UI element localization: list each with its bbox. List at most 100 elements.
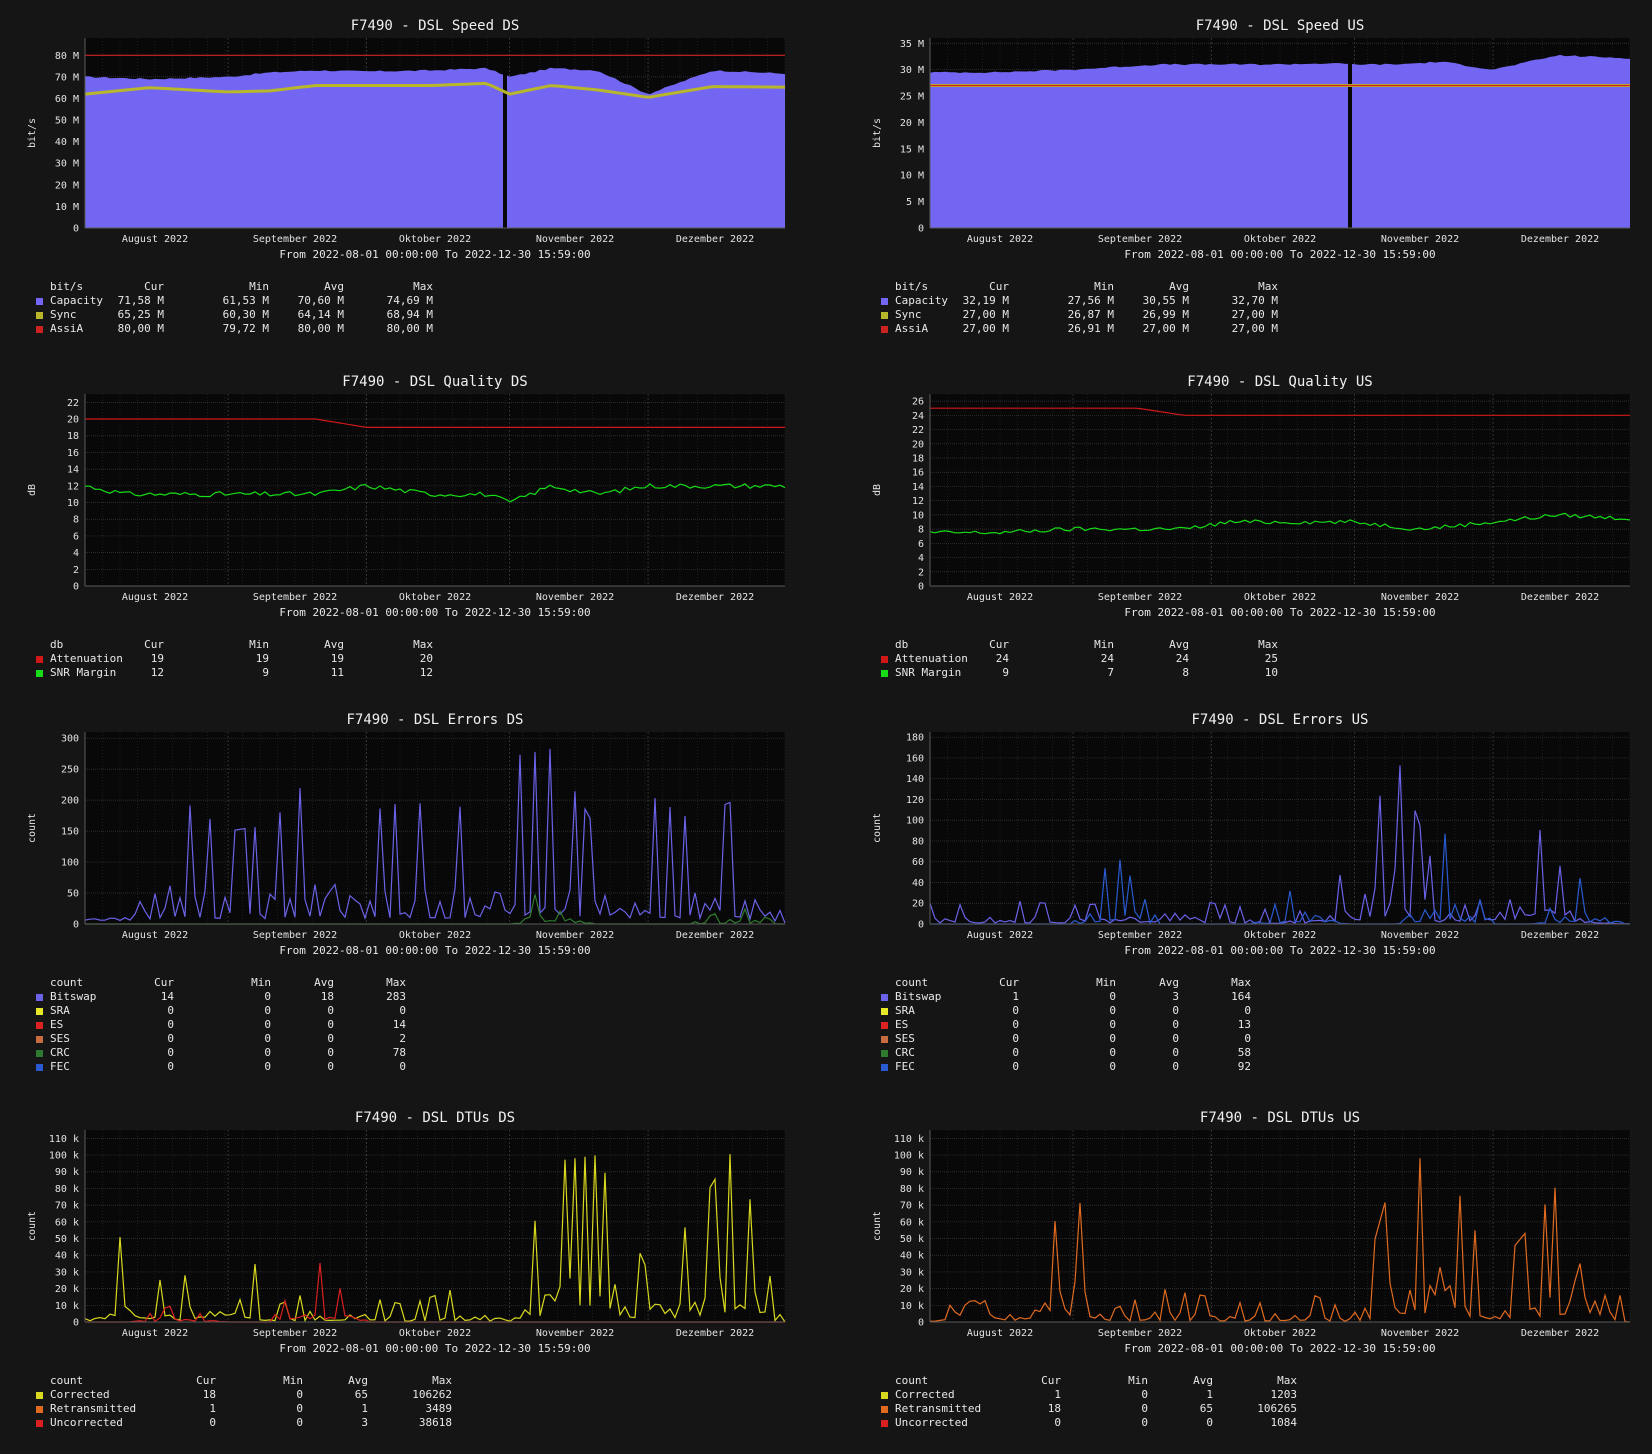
legend-value: 3	[361, 1416, 368, 1429]
legend-value: 0	[296, 1416, 303, 1429]
legend-label: count	[50, 976, 84, 989]
series-snr-margin-line	[84, 483, 786, 503]
chart-title: F7490 - DSL DTUs US	[1200, 1110, 1360, 1126]
y-tick-label: 200	[61, 796, 79, 807]
date-range: From 2022-08-01 00:00:00 To 2022-12-30 1…	[1124, 944, 1435, 957]
y-tick-label: 14	[912, 482, 924, 493]
legend-swatch	[36, 1420, 43, 1427]
y-tick-label: 180	[906, 733, 924, 744]
chart-panel: F7490 - DSL Errors US 0 20 40 60 80 100 120 140 1…	[845, 694, 1652, 1073]
x-tick-label: September 2022	[253, 592, 337, 603]
x-tick-label: Dezember 2022	[1521, 1328, 1599, 1339]
y-tick-label: 22	[912, 425, 924, 436]
legend-label: count	[895, 1374, 929, 1387]
chart-title: F7490 - DSL Speed DS	[351, 18, 520, 34]
legend-value: 0	[1206, 1416, 1213, 1429]
y-tick-label: 150	[61, 827, 79, 838]
y-axis-label: dB	[872, 484, 883, 496]
legend-value: Cur	[1041, 1374, 1061, 1387]
legend-swatch	[36, 1050, 43, 1057]
legend-value: 0	[1109, 1046, 1116, 1059]
y-axis-label: count	[27, 813, 38, 843]
legend-value: 61,53 M	[222, 294, 269, 307]
y-tick-label: 0	[73, 920, 79, 931]
legend-value: Avg	[348, 1374, 368, 1387]
series-capacity-area	[85, 67, 785, 228]
legend-value: 0	[1012, 1032, 1019, 1045]
chart-svg: F7490 - DSL Speed DS 0 10 M 20 M 30 M 40 M 50 …	[27, 18, 786, 261]
legend-swatch	[36, 1036, 43, 1043]
legend-swatch	[881, 994, 888, 1001]
legend-value: Cur	[196, 1374, 216, 1387]
legend-value: 1	[1206, 1388, 1213, 1401]
y-tick-label: 5 M	[906, 197, 924, 208]
y-tick-label: 0	[918, 1318, 924, 1329]
y-tick-label: 40 k	[55, 1251, 79, 1262]
y-tick-label: 2	[73, 565, 79, 576]
legend-swatch	[881, 1008, 888, 1015]
x-tick-label: Oktober 2022	[1244, 930, 1316, 941]
legend-value: 19	[255, 652, 269, 665]
legend-value: Cur	[989, 280, 1009, 293]
y-tick-label: 18	[67, 431, 79, 442]
legend-value: 106262	[412, 1388, 452, 1401]
x-tick-label: Dezember 2022	[676, 592, 754, 603]
legend-value: Avg	[1159, 976, 1179, 989]
legend-value: 0	[1172, 1018, 1179, 1031]
legend-value: 68,94 M	[386, 308, 433, 321]
legend-label: Corrected	[895, 1388, 955, 1401]
legend-value: 30,55 M	[1142, 294, 1189, 307]
y-tick-label: 70 k	[55, 1201, 79, 1212]
legend-swatch	[36, 312, 43, 319]
legend-value: 24	[1175, 652, 1189, 665]
legend-swatch	[881, 1022, 888, 1029]
date-range: From 2022-08-01 00:00:00 To 2022-12-30 1…	[279, 944, 590, 957]
legend-label: ES	[50, 1018, 64, 1031]
legend-value: 0	[1012, 1060, 1019, 1073]
legend-label: Retransmitted	[50, 1402, 137, 1415]
legend-value: Min	[249, 280, 269, 293]
legend-value: 18	[202, 1388, 216, 1401]
y-tick-label: 100	[906, 816, 924, 827]
y-tick-label: 0	[918, 224, 924, 235]
y-tick-label: 14	[67, 465, 79, 476]
legend-label: bit/s	[50, 280, 84, 293]
y-tick-label: 100 k	[894, 1151, 924, 1162]
legend-value: 78	[392, 1046, 406, 1059]
legend-value: Cur	[154, 976, 174, 989]
legend-value: 65,25 M	[117, 308, 164, 321]
legend-value: 80,00 M	[386, 322, 433, 335]
legend-label: count	[50, 1374, 84, 1387]
chart-title: F7490 - DSL DTUs DS	[355, 1110, 515, 1126]
chart-title: F7490 - DSL Quality US	[1187, 374, 1372, 390]
y-tick-label: 90 k	[55, 1167, 79, 1178]
y-tick-label: 100	[61, 858, 79, 869]
y-tick-label: 60	[912, 857, 924, 868]
y-tick-label: 0	[918, 920, 924, 931]
legend-value: 0	[167, 1032, 174, 1045]
y-tick-label: 20 M	[55, 180, 79, 191]
y-tick-label: 8	[918, 525, 924, 536]
legend-value: 0	[264, 1060, 271, 1073]
legend-label: bit/s	[895, 280, 929, 293]
legend-value: Min	[1096, 976, 1116, 989]
legend-value: 60,30 M	[222, 308, 269, 321]
legend-swatch	[881, 670, 888, 677]
legend-value: 0	[1109, 1032, 1116, 1045]
legend-value: 0	[264, 1018, 271, 1031]
y-tick-label: 8	[73, 515, 79, 526]
chart-svg: F7490 - DSL Quality US024681012141618202…	[872, 374, 1631, 619]
legend-label: SES	[895, 1032, 915, 1045]
chart-panel: F7490 - DSL DTUs DS 0 10 k 20 k 30 k 40 k 50 k…	[0, 1092, 826, 1454]
legend-value: 1084	[1270, 1416, 1298, 1429]
date-range: From 2022-08-01 00:00:00 To 2022-12-30 1…	[1124, 248, 1435, 261]
x-tick-label: September 2022	[253, 234, 337, 245]
date-range: From 2022-08-01 00:00:00 To 2022-12-30 1…	[279, 1342, 590, 1355]
y-axis-label: bit/s	[872, 118, 883, 148]
series-attenuation-line	[85, 418, 785, 428]
legend-value: 27,00 M	[1231, 322, 1278, 335]
y-tick-label: 60 k	[55, 1217, 79, 1228]
legend-value: 2	[399, 1032, 406, 1045]
y-tick-label: 100 k	[49, 1151, 79, 1162]
legend-label: Capacity	[50, 294, 103, 307]
